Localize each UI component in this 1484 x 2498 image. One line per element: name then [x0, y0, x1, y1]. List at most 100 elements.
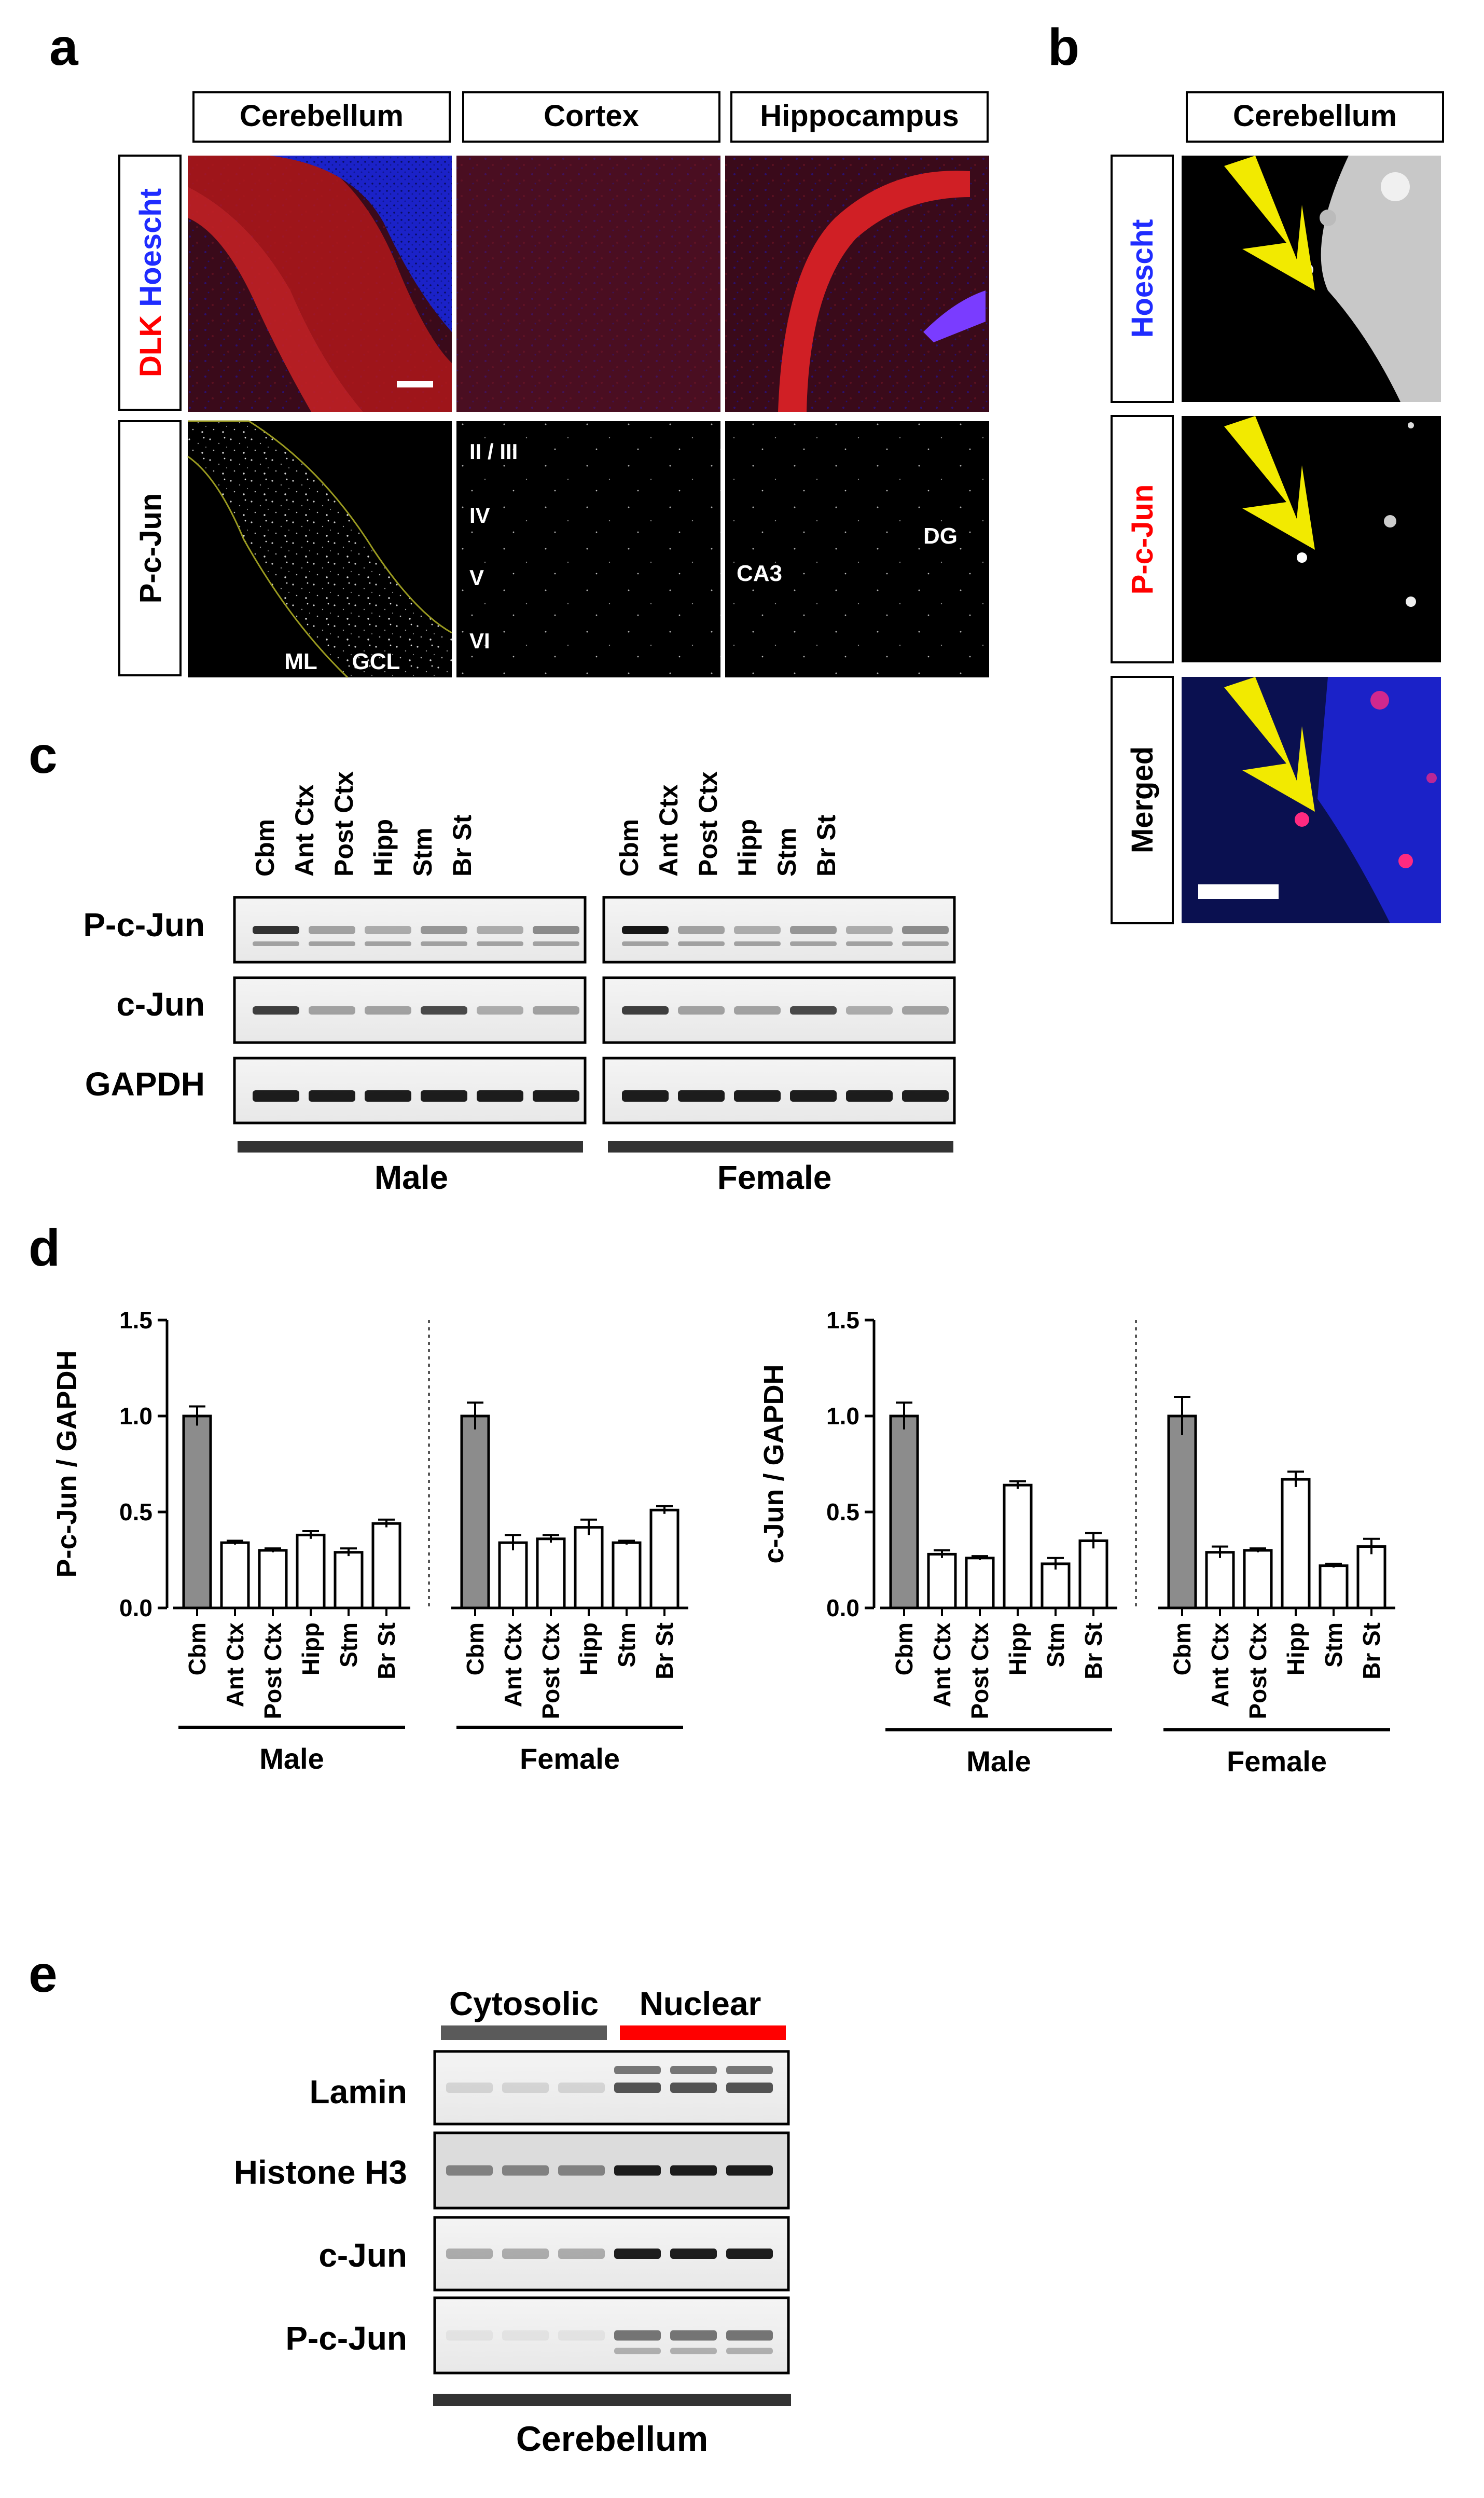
blot-band — [622, 941, 669, 946]
lane-label: Br St — [448, 814, 477, 877]
blot-band — [446, 2165, 493, 2176]
lane-label: Stm — [408, 828, 437, 877]
group-label: Female — [1227, 1745, 1327, 1778]
label-gcl: GCL — [352, 649, 400, 674]
blot-band — [421, 926, 467, 934]
blot-band — [614, 2249, 661, 2259]
blot-band — [253, 1006, 299, 1015]
blot-band — [309, 1090, 355, 1102]
x-tick-label: Ant Ctx — [500, 1622, 526, 1708]
x-tick-label: Br St — [651, 1622, 678, 1680]
x-tick-label: Hipp — [297, 1622, 324, 1675]
x-tick-label: Br St — [1358, 1622, 1385, 1680]
label-ml: ML — [284, 649, 317, 674]
lane-label: Ant Ctx — [654, 784, 683, 877]
blot-band — [309, 1006, 355, 1015]
blot-band — [726, 2348, 773, 2354]
y-tick-label: 0.0 — [826, 1594, 859, 1621]
panel-a-image-cerebellum-pcjun: ML GCL — [187, 420, 452, 678]
blot-band — [614, 2066, 661, 2074]
blot-band — [670, 2348, 717, 2354]
blot-band — [790, 926, 837, 934]
blot-band — [253, 941, 299, 946]
blot-band — [477, 941, 523, 946]
x-tick-label: Ant Ctx — [1206, 1622, 1233, 1708]
bar — [1167, 1414, 1197, 1609]
panel-e-footer-bar — [433, 2394, 791, 2406]
panel-c-group-bars: Male Female — [238, 1141, 953, 1196]
x-tick-label: Stm — [1042, 1622, 1069, 1668]
row-label-p-c-jun: P-c-Jun — [134, 493, 168, 604]
blot-band — [670, 2083, 717, 2093]
y-tick-label: 1.0 — [119, 1403, 152, 1430]
col-header-hippocampus: Hippocampus — [760, 99, 959, 133]
x-tick-label: Stm — [1320, 1622, 1347, 1668]
label-ca3: CA3 — [737, 561, 782, 586]
row-label-merged: Merged — [1126, 746, 1159, 853]
x-tick-label: Br St — [1080, 1622, 1107, 1680]
blot-band — [558, 2165, 605, 2176]
chart-pcjun-gapdh: 0.0 0.5 1.0 1.5 P-c-Jun / GAPDH Cbm Ant Ctx Pos… — [51, 1307, 688, 1775]
row-label-dlk-hoescht: DLK Hoescht — [134, 188, 168, 377]
bar — [220, 1541, 250, 1609]
blot-band — [790, 941, 837, 946]
label-dg: DG — [923, 523, 958, 549]
nuclear-bar — [620, 2025, 786, 2040]
panel-b-row-labels: Hoescht P-c-Jun Merged — [1111, 155, 1174, 924]
bar — [965, 1557, 995, 1609]
blot-band — [846, 941, 893, 946]
bar — [1041, 1562, 1071, 1609]
blot-band — [734, 926, 781, 934]
y-axis-label: c-Jun / GAPDH — [758, 1364, 789, 1563]
blot-band — [902, 1090, 949, 1102]
panel-c-row-labels: P-c-Jun c-Jun GAPDH — [83, 906, 205, 1103]
x-tick-label: Ant Ctx — [221, 1622, 248, 1708]
x-tick-label: Post Ctx — [966, 1622, 993, 1719]
blot-band — [614, 2330, 661, 2341]
panel-a-image-hippocampus-dlk — [725, 156, 989, 412]
bar — [927, 1552, 957, 1609]
bar — [1281, 1478, 1311, 1609]
blot-band — [902, 941, 949, 946]
blot-band — [614, 2083, 661, 2093]
y-tick-label: 1.5 — [826, 1307, 859, 1334]
cortex-layer-2-3: II / III — [469, 439, 518, 464]
x-tick-label: Stm — [335, 1622, 362, 1668]
blot-band — [622, 926, 669, 934]
blot-band — [365, 1090, 411, 1102]
blot-band — [502, 2330, 549, 2341]
y-tick-label: 0.5 — [119, 1498, 152, 1525]
blot-row-label-gapdh: GAPDH — [85, 1065, 205, 1103]
bar — [889, 1414, 919, 1609]
blot-band — [726, 2249, 773, 2259]
bar — [1078, 1539, 1108, 1609]
panel-e-row-labels: Lamin Histone H3 c-Jun P-c-Jun — [234, 2073, 407, 2357]
blot-band — [446, 2249, 493, 2259]
panel-b-title: Cerebellum — [1233, 99, 1397, 133]
blot-band — [446, 2083, 493, 2093]
lane-label: Hipp — [733, 819, 762, 877]
panel-letter-a: a — [49, 18, 79, 76]
blot-frame — [233, 1057, 587, 1125]
bar — [334, 1551, 364, 1609]
blot-band — [365, 1006, 411, 1015]
blot-band — [365, 926, 411, 934]
blot-band — [421, 941, 467, 946]
blot-band — [309, 926, 355, 934]
cortex-layer-5: V — [469, 565, 484, 590]
blot-band — [670, 2249, 717, 2259]
blot-band — [533, 1006, 579, 1015]
group-label-female: Female — [717, 1159, 832, 1196]
blot-band — [365, 941, 411, 946]
bar — [296, 1533, 326, 1609]
x-tick-label: Hipp — [1282, 1622, 1309, 1675]
lane-label: Hipp — [369, 819, 398, 877]
blot-band — [846, 1006, 893, 1015]
y-tick-label: 0.5 — [826, 1498, 859, 1525]
panel-e-group-headers: Cytosolic Nuclear — [441, 1985, 786, 2040]
bar — [498, 1541, 528, 1609]
bar — [536, 1537, 566, 1609]
blot-band — [790, 1006, 837, 1015]
group-label-cytosolic: Cytosolic — [449, 1985, 599, 2022]
